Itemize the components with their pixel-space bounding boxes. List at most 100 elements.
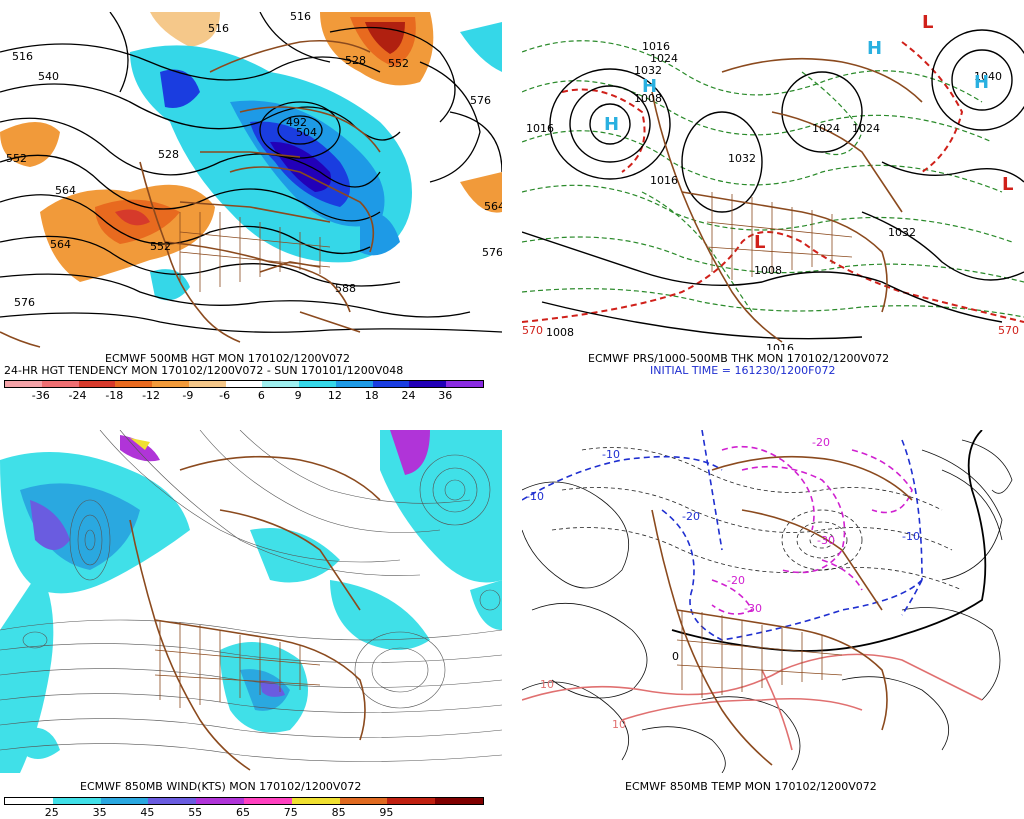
colorbar-segment xyxy=(5,381,42,387)
state-borders xyxy=(179,212,331,292)
height-contours xyxy=(0,12,502,333)
contour-label: 564 xyxy=(50,238,71,251)
thickness-570-contour xyxy=(522,41,1024,323)
high-pressure-marker: H xyxy=(974,72,989,93)
contour-label: 516 xyxy=(12,50,33,63)
continent-outlines xyxy=(0,39,381,348)
continent-outlines xyxy=(129,455,381,771)
contour-label: 528 xyxy=(158,148,179,161)
colorbar-segment xyxy=(243,798,292,804)
panel-500mb-height: 516 516 516 528 552 540 492 504 528 552 … xyxy=(0,12,502,350)
height-tendency-colorbar xyxy=(4,380,484,388)
colorbar-tick-label: 24 xyxy=(401,389,416,402)
isobar-label: 1016 xyxy=(526,122,554,135)
isotherm-label: -30 xyxy=(817,534,835,547)
colorbar-segment xyxy=(115,381,153,387)
low-pressure-marker: L xyxy=(754,232,765,253)
colorbar-tick-label: 55 xyxy=(188,806,203,819)
state-borders xyxy=(676,610,843,698)
contour-label: 540 xyxy=(38,70,59,83)
colorbar-segment xyxy=(152,381,189,387)
isobar-label: 1032 xyxy=(888,226,916,239)
isobar-label: 1016 xyxy=(642,40,670,53)
isobar-label: 1024 xyxy=(852,122,880,135)
colorbar-segment xyxy=(100,798,149,804)
isotherm-label: 0 xyxy=(672,650,679,663)
isotherm-label: -30 xyxy=(744,602,762,615)
isotherm-label: -20 xyxy=(727,574,745,587)
colorbar-segment xyxy=(387,798,436,804)
colorbar-tick-label: 25 xyxy=(44,806,59,819)
colorbar-tick-label: -6 xyxy=(219,389,231,402)
isotherm-label: -20 xyxy=(682,510,700,523)
cold-isotherms xyxy=(522,430,923,641)
colorbar-tick-label: -24 xyxy=(68,389,87,402)
tendency-positive-shading xyxy=(130,22,502,301)
panel-500mb-title: ECMWF 500MB HGT MON 170102/1200V072 xyxy=(105,352,351,365)
isotherm-label: 10 xyxy=(540,678,554,691)
colorbar-segment xyxy=(5,798,53,804)
colorbar-tick-label: 95 xyxy=(379,806,394,819)
colorbar-tick-label: -36 xyxy=(31,389,50,402)
colorbar-tick-label: 9 xyxy=(294,389,302,402)
panel-temp-title: ECMWF 850MB TEMP MON 170102/1200V072 xyxy=(625,780,877,793)
map-850mb-temperature: -10 -10 -20 -30 -10 0 -20 -30 -20 10 10 xyxy=(522,430,1013,773)
panel-wind-title: ECMWF 850MB WIND(KTS) MON 170102/1200V07… xyxy=(80,780,362,793)
very-cold-isotherms xyxy=(711,445,913,615)
isobar-label: 1024 xyxy=(812,122,840,135)
panel-500mb-subtitle: 24-HR HGT TENDENCY MON 170102/1200V072 -… xyxy=(4,364,404,377)
panel-pressure-thickness: 1016 1024 1032 1008 1016 1024 1032 1016 … xyxy=(522,12,1024,350)
isobar-label: 1032 xyxy=(634,64,662,77)
isobar-label: 1016 xyxy=(766,342,794,350)
panel-850mb-wind xyxy=(0,430,502,773)
low-pressure-markers: L L L xyxy=(754,12,1013,253)
colorbar-segment xyxy=(446,381,483,387)
state-borders xyxy=(706,192,853,280)
panel-pressure-title: ECMWF PRS/1000-500MB THK MON 170102/1200… xyxy=(588,352,890,365)
colorbar-tick-label: 6 xyxy=(257,389,265,402)
contour-label: 552 xyxy=(150,240,171,253)
contour-label: 564 xyxy=(484,200,502,213)
background-contours xyxy=(522,439,1013,773)
isobar-label: 1032 xyxy=(728,152,756,165)
colorbar-segment xyxy=(52,798,101,804)
high-pressure-marker: H xyxy=(604,114,619,135)
contour-label: 492 xyxy=(286,116,307,129)
contour-label: 564 xyxy=(55,184,76,197)
colorbar-tick-label: -12 xyxy=(142,389,161,402)
isotherm-label: -20 xyxy=(812,436,830,449)
wind-speed-colorbar-ticks: 25 35 45 55 65 75 85 95 xyxy=(4,806,482,819)
low-pressure-marker: L xyxy=(1002,174,1013,195)
colorbar-segment xyxy=(78,381,116,387)
colorbar-segment xyxy=(435,798,483,804)
contour-label: 576 xyxy=(14,296,35,309)
high-pressure-markers: H H H H xyxy=(604,38,989,135)
colorbar-segment xyxy=(409,381,447,387)
panel-850mb-temperature: -10 -10 -20 -30 -10 0 -20 -30 -20 10 10 xyxy=(522,430,1024,773)
isobars xyxy=(522,29,1024,340)
height-contour-labels: 516 516 516 528 552 540 492 504 528 552 … xyxy=(6,12,502,309)
colorbar-segment xyxy=(335,381,373,387)
isobar-label: 1008 xyxy=(546,326,574,339)
colorbar-segment xyxy=(372,381,410,387)
map-850mb-wind xyxy=(0,430,502,773)
colorbar-segment xyxy=(299,381,336,387)
high-pressure-marker: H xyxy=(867,38,882,59)
colorbar-tick-label: 36 xyxy=(438,389,453,402)
colorbar-tick-label: -18 xyxy=(105,389,124,402)
colorbar-tick-label: -9 xyxy=(182,389,194,402)
warm-isotherms xyxy=(522,653,983,751)
thickness-label: 570 xyxy=(522,324,543,337)
isobar-labels: 1016 1024 1032 1008 1016 1024 1032 1016 … xyxy=(522,40,1019,350)
contour-label: 516 xyxy=(208,22,229,35)
isotherm-label: 10 xyxy=(612,718,626,731)
colorbar-tick-label: 35 xyxy=(92,806,107,819)
contour-label: 576 xyxy=(470,94,491,107)
isobar-label: 1040 xyxy=(974,70,1002,83)
map-pressure-thickness: 1016 1024 1032 1008 1016 1024 1032 1016 … xyxy=(522,12,1024,350)
low-pressure-marker: L xyxy=(922,12,933,33)
colorbar-segment xyxy=(188,381,226,387)
continent-outlines xyxy=(651,455,913,766)
colorbar-tick-label: 65 xyxy=(236,806,250,819)
contour-label: 528 xyxy=(345,54,366,67)
